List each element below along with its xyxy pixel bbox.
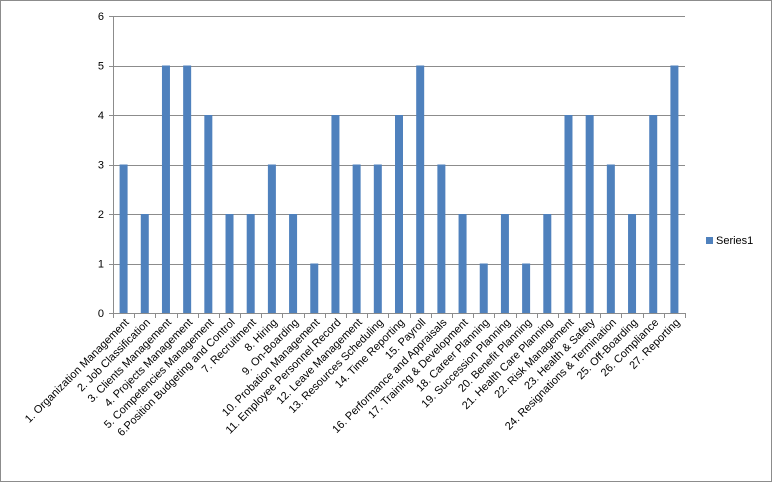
- bar: [628, 214, 637, 313]
- bar: [522, 263, 531, 313]
- y-tick-label: 4: [98, 110, 104, 122]
- legend-swatch: [706, 237, 713, 244]
- bar: [246, 214, 255, 313]
- axes: [109, 16, 686, 318]
- bar: [225, 214, 234, 313]
- legend-label: Series1: [716, 235, 753, 247]
- y-tick-label: 0: [98, 308, 104, 320]
- bar: [670, 65, 679, 313]
- bar: [585, 115, 594, 313]
- bar: [606, 164, 615, 313]
- bar: [289, 214, 298, 313]
- bar: [119, 164, 128, 313]
- bar: [395, 115, 403, 313]
- bar: [458, 214, 467, 313]
- bars: [119, 65, 679, 313]
- bar: [331, 115, 340, 313]
- bar: [649, 115, 658, 313]
- bar: [310, 263, 319, 313]
- y-tick-label: 3: [98, 160, 104, 172]
- legend: Series1: [706, 235, 753, 247]
- bar: [500, 214, 509, 313]
- bar: [437, 164, 446, 313]
- y-tick-label: 1: [98, 259, 104, 271]
- bar: [204, 115, 213, 313]
- y-tick-label: 5: [98, 61, 104, 73]
- bar: [543, 214, 552, 313]
- bar: [373, 164, 382, 313]
- y-tick-label: 6: [98, 11, 104, 23]
- bar: [352, 164, 361, 313]
- bar: [140, 214, 149, 313]
- bar: [564, 115, 573, 313]
- y-tick-label: 2: [98, 209, 104, 221]
- bar: [183, 65, 192, 313]
- bar: [161, 65, 170, 313]
- y-axis-ticks: 0 1 2 3 4 5 6: [98, 11, 104, 320]
- bar: [479, 263, 488, 313]
- bar: [416, 65, 425, 313]
- bar: [267, 164, 276, 313]
